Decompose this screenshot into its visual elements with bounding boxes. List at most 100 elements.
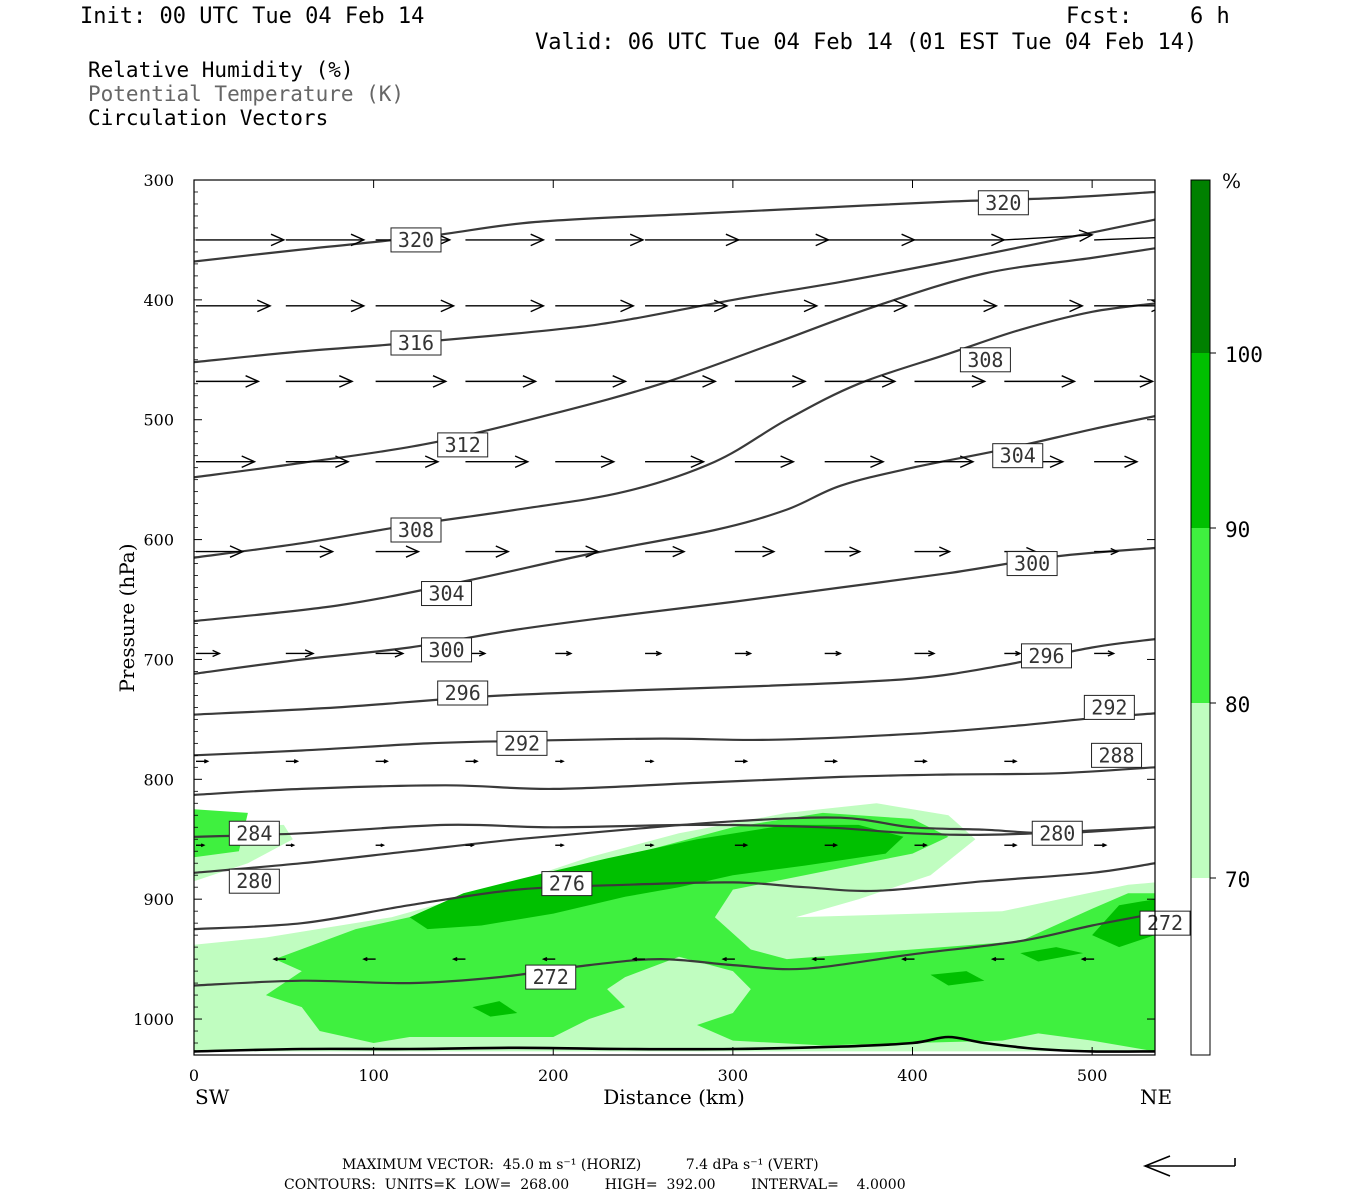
y-tick-label: 300 xyxy=(143,171,174,190)
colorbar-label-80: 80 xyxy=(1225,693,1250,717)
colorbar: % 70 80 90 100 xyxy=(1190,169,1263,1056)
circulation-vector xyxy=(196,759,210,764)
circulation-vector xyxy=(824,299,909,313)
theta-contour-312 xyxy=(194,247,1155,479)
theta-contour-316 xyxy=(194,218,1155,364)
circulation-vector xyxy=(734,233,831,247)
colorbar-label-90: 90 xyxy=(1225,518,1250,542)
circulation-vector xyxy=(734,455,796,469)
terrain-line xyxy=(194,1035,1155,1053)
rh-region-90-5 xyxy=(1020,947,1084,962)
circulation-vector xyxy=(451,956,466,962)
theta-label-292: 292 xyxy=(496,730,548,756)
circulation-vector xyxy=(914,843,928,848)
y-tick-label: 900 xyxy=(143,890,174,909)
circulation-vector xyxy=(375,545,421,558)
circulation-vector xyxy=(362,956,376,962)
circulation-vector xyxy=(1080,956,1095,962)
circulation-vector xyxy=(1004,843,1018,848)
circulation-vector xyxy=(811,956,825,962)
y-tick-label: 700 xyxy=(143,650,174,669)
circulation-vector xyxy=(555,759,565,764)
circulation-vector xyxy=(285,233,366,247)
x-tick-label: 0 xyxy=(189,1066,199,1085)
circulation-vector xyxy=(465,233,546,247)
circulation-vector xyxy=(914,759,928,764)
svg-text:308: 308 xyxy=(398,518,434,542)
circulation-vector xyxy=(375,759,389,764)
circulation-vector xyxy=(465,545,511,558)
circulation-vector xyxy=(914,233,1006,247)
rh-region-90-7 xyxy=(472,1001,518,1017)
colorbar-segment-2 xyxy=(1191,528,1210,703)
field-theta-label: Potential Temperature (K) xyxy=(88,82,405,106)
svg-text:300: 300 xyxy=(1014,552,1050,576)
colorbar-segment-0 xyxy=(1191,878,1210,1055)
svg-text:296: 296 xyxy=(1028,644,1064,668)
max-vector-note: MAXIMUM VECTOR: 45.0 m s⁻¹ (HORIZ) 7.4 d… xyxy=(342,1157,819,1173)
circulation-vector xyxy=(1004,229,1094,243)
theta-label-316: 316 xyxy=(390,330,442,356)
reference-vector-icon xyxy=(1142,1155,1236,1177)
circulation-vector xyxy=(1004,759,1018,764)
circulation-vector xyxy=(465,455,530,469)
circulation-vector xyxy=(914,299,999,313)
rh-region-90-6 xyxy=(930,971,985,986)
theta-contour-292 xyxy=(194,712,1155,757)
svg-text:280: 280 xyxy=(236,869,272,893)
circulation-vector xyxy=(375,455,440,469)
circulation-vector xyxy=(914,375,987,388)
theta-label-280: 280 xyxy=(228,868,280,894)
svg-text:304: 304 xyxy=(428,582,464,606)
x-tick-label: 300 xyxy=(718,1066,749,1085)
svg-text:300: 300 xyxy=(428,638,464,662)
circulation-vector xyxy=(901,956,915,962)
y-axis-label: Pressure (hPa) xyxy=(115,544,139,693)
rh-region-80-3 xyxy=(265,812,1155,1052)
theta-label-292: 292 xyxy=(1083,694,1135,720)
theta-label-272: 272 xyxy=(525,964,577,990)
theta-label-300: 300 xyxy=(421,637,473,663)
circulation-vector xyxy=(196,375,261,388)
circulation-vector xyxy=(555,299,636,313)
circulation-vector xyxy=(285,455,350,469)
theta-label-284: 284 xyxy=(228,820,280,846)
circulation-vector xyxy=(631,956,646,962)
plot-frame xyxy=(193,179,1156,1056)
forecast-label: Fcst: xyxy=(1066,4,1133,29)
circulation-vector xyxy=(1004,375,1077,388)
circulation-vector xyxy=(285,759,300,764)
theta-contour-284 xyxy=(194,823,1155,838)
circulation-vector xyxy=(914,455,975,469)
theta-label-296: 296 xyxy=(437,680,489,706)
circulation-vector xyxy=(196,843,206,848)
circulation-vector xyxy=(285,545,335,558)
svg-text:276: 276 xyxy=(549,872,585,896)
theta-contour-300 xyxy=(194,546,1155,675)
theta-contour-276 xyxy=(194,862,1155,931)
contour-label-layer: 320 320 316 312 308 308 304 304 300 300 296 296 292 2… xyxy=(228,190,1191,990)
colorbar-segment-4 xyxy=(1191,180,1210,353)
rh-region-90-8 xyxy=(1092,899,1155,948)
x-axis-label: Distance (km) xyxy=(603,1085,745,1109)
circulation-vector xyxy=(555,545,600,558)
circulation-vector xyxy=(196,233,286,247)
y-tick-label: 1000 xyxy=(133,1010,174,1029)
circulation-vector xyxy=(824,455,885,469)
circulation-vector xyxy=(1094,455,1139,468)
theta-label-272: 272 xyxy=(1139,910,1191,936)
theta-label-304: 304 xyxy=(992,443,1044,469)
colorbar-label-100: 100 xyxy=(1225,343,1263,367)
circulation-vector xyxy=(555,843,565,848)
colorbar-segment-1 xyxy=(1191,703,1210,878)
rh-fill-layer xyxy=(194,803,1155,1052)
circulation-vector xyxy=(465,375,538,388)
circulation-vector xyxy=(914,546,952,557)
theta-label-288: 288 xyxy=(1091,742,1143,768)
circulation-vector xyxy=(1094,547,1120,556)
circulation-vector xyxy=(645,759,655,764)
circulation-vector xyxy=(824,650,843,657)
circulation-vector xyxy=(375,843,386,848)
y-tick-label: 600 xyxy=(143,531,174,550)
circulation-vector xyxy=(645,233,741,247)
